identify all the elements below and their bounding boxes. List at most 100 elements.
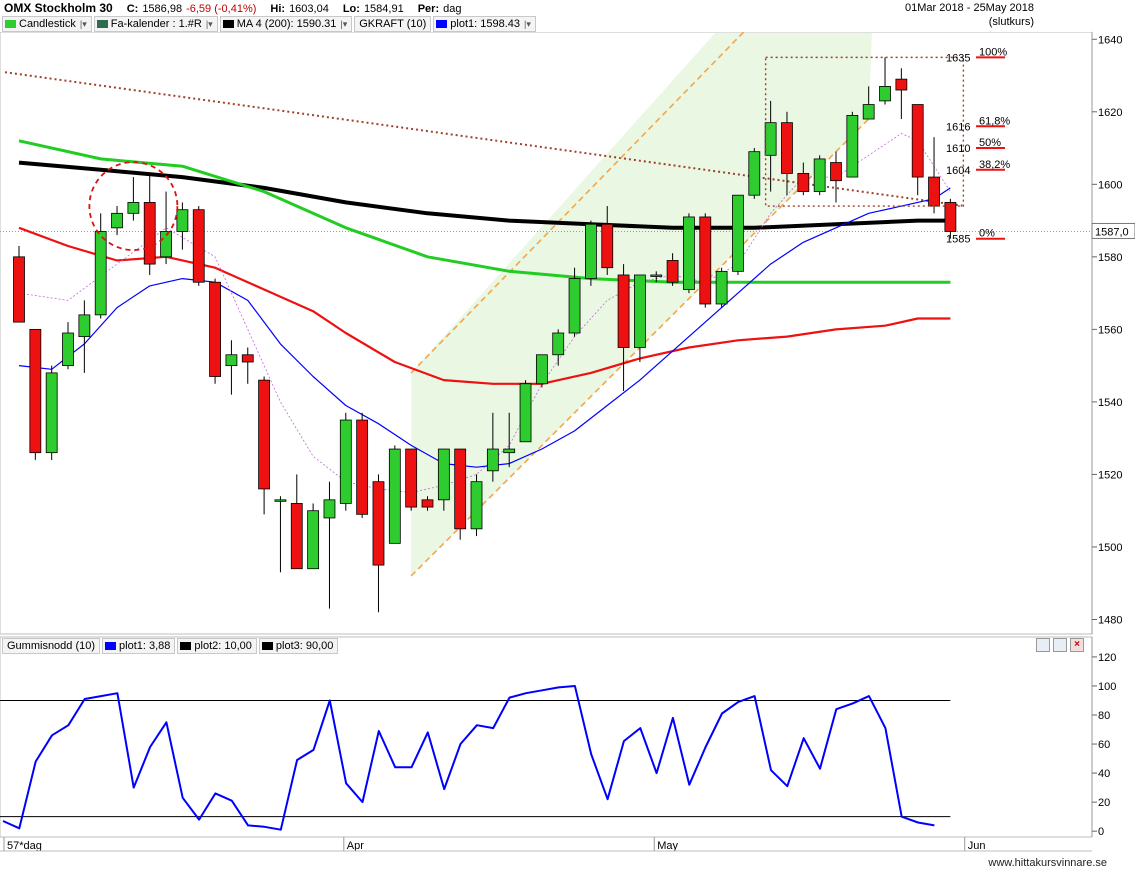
candle-body	[944, 202, 957, 232]
legend-ma[interactable]: MA 4 (200): 1590.31 |▾	[219, 16, 353, 32]
candle-body	[258, 379, 271, 490]
candle	[911, 104, 924, 196]
candle	[470, 474, 483, 537]
candle	[585, 220, 597, 286]
candle-body	[585, 223, 597, 280]
candle-body	[225, 354, 238, 367]
close-icon[interactable]: ×	[1070, 638, 1084, 652]
candle-body	[274, 499, 287, 502]
candle	[143, 173, 156, 275]
candle-body	[781, 122, 793, 174]
fib-price-label: 1616	[946, 121, 970, 133]
legend-label: Fa-kalender : 1.#R	[110, 18, 202, 30]
price-tick-label: 1640	[1098, 34, 1122, 46]
candle	[225, 340, 238, 395]
candle-body	[830, 162, 842, 182]
candle-body	[699, 216, 712, 305]
current-price-badge	[1091, 222, 1135, 239]
candle	[45, 365, 58, 460]
price-tick-label: 1520	[1098, 469, 1122, 481]
candle	[748, 148, 761, 199]
candle	[372, 474, 385, 613]
candle	[209, 278, 221, 384]
candle	[437, 448, 450, 511]
candle-body	[879, 85, 891, 102]
stat-high-label: Hi:	[270, 3, 286, 15]
price-tick-label: 1480	[1098, 614, 1122, 626]
legend-candlestick[interactable]: Candlestick |▾	[2, 16, 92, 32]
osc-tick-label: 0	[1098, 826, 1104, 838]
candle	[568, 267, 581, 337]
oscillator-plot-area	[0, 636, 1093, 838]
green-ma-line	[18, 139, 951, 284]
stat-close-label: C:	[126, 3, 139, 15]
panel-icon[interactable]	[1036, 638, 1050, 652]
candle	[797, 162, 810, 196]
candle	[879, 57, 891, 105]
legend-gummisnodd[interactable]: Gummisnodd (10)	[2, 638, 101, 654]
zoom-icon[interactable]	[1053, 638, 1067, 652]
candle-body	[45, 372, 58, 454]
legend-label: plot1: 1598.43	[450, 18, 520, 30]
x-tick-label: Jun	[968, 840, 986, 852]
candle-body	[552, 332, 565, 356]
price-tick-label: 1560	[1098, 324, 1122, 336]
chevron-down-icon[interactable]: |▾	[205, 19, 213, 29]
candle-body	[470, 481, 483, 530]
legend-osc-plot1[interactable]: plot1: 3,88	[102, 638, 176, 654]
legend-label: plot1: 3,88	[119, 640, 171, 652]
indicator-legend: Candlestick |▾ Fa-kalender : 1.#R |▾ MA 4 (2…	[2, 16, 538, 32]
candle	[617, 264, 630, 392]
candle-body	[372, 481, 385, 566]
price-tick-label: 1540	[1098, 397, 1122, 409]
chevron-down-icon[interactable]: |▾	[340, 19, 348, 29]
channel-upper-line	[410, 20, 755, 374]
candle	[111, 206, 123, 236]
oscillator-panel	[0, 636, 1093, 838]
legend-label: Candlestick	[19, 18, 76, 30]
candle	[356, 412, 369, 518]
candle-body	[535, 354, 548, 385]
legend-plot1[interactable]: plot1: 1598.43 |▾	[433, 16, 536, 32]
legend-fa-kalender[interactable]: Fa-kalender : 1.#R |▾	[93, 16, 218, 32]
oscillator-legend: Gummisnodd (10) plot1: 3,88 plot2: 10,00 pl…	[2, 638, 340, 654]
legend-gkraft[interactable]: GKRAFT (10)	[354, 16, 432, 32]
candle-body	[895, 78, 908, 91]
candle	[160, 191, 172, 265]
candle-body	[421, 499, 434, 508]
price-tick-label: 1600	[1098, 179, 1122, 191]
fib-percent-label: 38,2%	[979, 159, 1010, 171]
price-tick-label: 1620	[1098, 107, 1122, 119]
candle-body	[928, 176, 940, 207]
legend-label: Gummisnodd (10)	[7, 640, 96, 652]
legend-osc-plot2[interactable]: plot2: 10,00	[177, 638, 257, 654]
candle-body	[176, 209, 189, 232]
osc-tick-label: 20	[1098, 797, 1110, 809]
candle	[552, 329, 565, 366]
legend-osc-plot3[interactable]: plot3: 90,00	[258, 638, 339, 654]
candle-body	[911, 104, 924, 178]
candle-body	[813, 158, 826, 192]
candle-body	[486, 448, 499, 472]
candle-body	[192, 209, 205, 283]
candle	[486, 412, 499, 482]
oscillator-toolbar: ×	[1036, 638, 1087, 652]
candle	[732, 194, 744, 275]
candle-body	[13, 256, 25, 323]
candle-body	[683, 216, 695, 290]
candle	[895, 68, 908, 120]
chevron-down-icon[interactable]: |▾	[79, 19, 87, 29]
fib-percent-label: 100%	[979, 46, 1007, 58]
candle-body	[94, 231, 107, 316]
chevron-down-icon[interactable]: |▾	[524, 19, 531, 29]
candle-body	[160, 231, 172, 258]
candle	[78, 300, 91, 373]
current-price-label: 1587,0	[1095, 226, 1129, 238]
candle	[405, 448, 418, 511]
candle-body	[356, 419, 369, 515]
candle	[781, 111, 793, 196]
stat-period-label: Per:	[417, 3, 440, 15]
red-ma-line	[18, 226, 951, 385]
candle-body	[78, 314, 91, 338]
